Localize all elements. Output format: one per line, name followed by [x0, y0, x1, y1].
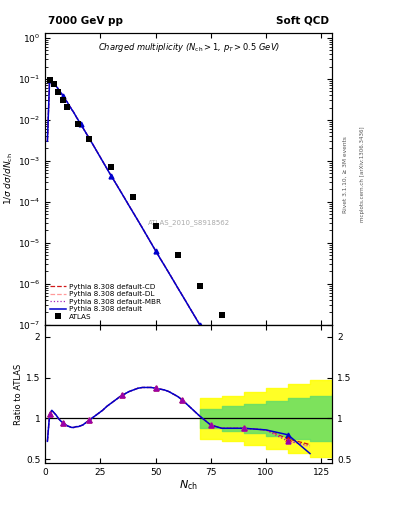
Pythia 8.308 default-MBR — [78, 121, 83, 127]
Pythia 8.308 default-DL — [193, 314, 198, 320]
Pythia 8.308 default-MBR — [308, 477, 312, 483]
Pythia 8.308 default — [47, 77, 52, 83]
Pythia 8.308 default — [76, 117, 81, 123]
Pythia 8.308 default-DL — [78, 121, 83, 127]
Y-axis label: Ratio to ATLAS: Ratio to ATLAS — [14, 364, 23, 424]
ATLAS — [175, 252, 180, 258]
Pythia 8.308 default-CD — [286, 446, 290, 452]
Pythia 8.308 default-CD — [45, 138, 50, 144]
Pythia 8.308 default-MBR — [219, 358, 224, 365]
Pythia 8.308 default-MBR — [193, 314, 198, 320]
ATLAS — [76, 121, 81, 127]
Pythia 8.308 default-DL — [45, 138, 50, 144]
Pythia 8.308 default-CD — [175, 285, 180, 291]
Line: Pythia 8.308 default-CD: Pythia 8.308 default-CD — [48, 80, 310, 480]
ATLAS — [47, 77, 52, 83]
Pythia 8.308 default-DL — [175, 285, 180, 291]
ATLAS — [153, 223, 158, 229]
Pythia 8.308 default — [286, 446, 290, 453]
X-axis label: $N_\mathrm{ch}$: $N_\mathrm{ch}$ — [179, 479, 198, 493]
Line: Pythia 8.308 default: Pythia 8.308 default — [48, 80, 310, 480]
Legend: Pythia 8.308 default-CD, Pythia 8.308 default-DL, Pythia 8.308 default-MBR, Pyth: Pythia 8.308 default-CD, Pythia 8.308 de… — [49, 282, 162, 321]
ATLAS — [308, 435, 312, 441]
ATLAS — [109, 164, 114, 170]
Y-axis label: $1/\sigma\;d\sigma/dN_\mathrm{ch}$: $1/\sigma\;d\sigma/dN_\mathrm{ch}$ — [2, 153, 15, 205]
Pythia 8.308 default-MBR — [175, 285, 180, 291]
ATLAS — [264, 372, 268, 378]
Text: 7000 GeV pp: 7000 GeV pp — [48, 16, 123, 26]
Pythia 8.308 default — [78, 121, 83, 127]
ATLAS — [219, 312, 224, 318]
ATLAS — [286, 402, 290, 408]
ATLAS — [51, 81, 56, 87]
Pythia 8.308 default-CD — [76, 117, 81, 123]
Pythia 8.308 default-CD — [193, 314, 198, 320]
Pythia 8.308 default-DL — [47, 77, 52, 83]
Text: Charged multiplicity ($N_\mathrm{ch}>1$, $p_T>0.5$ GeV): Charged multiplicity ($N_\mathrm{ch}>1$,… — [97, 40, 280, 54]
Pythia 8.308 default-DL — [76, 117, 81, 123]
ATLAS — [131, 194, 136, 200]
ATLAS — [61, 97, 65, 103]
ATLAS — [241, 342, 246, 348]
Pythia 8.308 default-MBR — [45, 138, 50, 144]
Pythia 8.308 default — [45, 138, 50, 144]
Pythia 8.308 default-MBR — [47, 77, 52, 83]
Line: Pythia 8.308 default-MBR: Pythia 8.308 default-MBR — [48, 80, 310, 480]
Pythia 8.308 default-CD — [47, 77, 52, 83]
Pythia 8.308 default-CD — [219, 358, 224, 365]
ATLAS — [197, 283, 202, 289]
Pythia 8.308 default-MBR — [76, 117, 81, 123]
Line: Pythia 8.308 default-DL: Pythia 8.308 default-DL — [48, 80, 310, 480]
Pythia 8.308 default — [219, 358, 224, 365]
Pythia 8.308 default — [308, 477, 312, 483]
Line: ATLAS: ATLAS — [46, 77, 313, 441]
Pythia 8.308 default — [175, 285, 180, 291]
ATLAS — [56, 89, 61, 95]
Pythia 8.308 default-DL — [286, 446, 290, 453]
Pythia 8.308 default-DL — [308, 477, 312, 483]
Text: Soft QCD: Soft QCD — [276, 16, 329, 26]
ATLAS — [87, 136, 92, 142]
Pythia 8.308 default-CD — [308, 477, 312, 483]
Text: Rivet 3.1.10, ≥ 3M events: Rivet 3.1.10, ≥ 3M events — [343, 136, 348, 212]
Pythia 8.308 default-MBR — [286, 446, 290, 453]
Text: mcplots.cern.ch [arXiv:1306.3436]: mcplots.cern.ch [arXiv:1306.3436] — [360, 126, 365, 222]
Text: ATLAS_2010_S8918562: ATLAS_2010_S8918562 — [148, 219, 230, 226]
Pythia 8.308 default — [193, 314, 198, 320]
Pythia 8.308 default-CD — [78, 121, 83, 127]
ATLAS — [65, 103, 70, 110]
Pythia 8.308 default-DL — [219, 358, 224, 365]
